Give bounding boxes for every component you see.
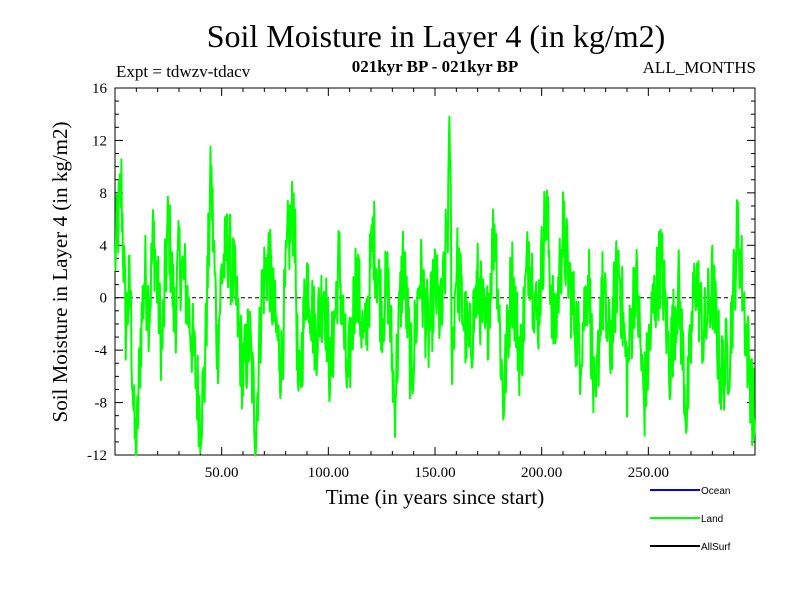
y-tick-label: 8 — [100, 186, 108, 202]
series-group — [114, 115, 756, 456]
x-tick-label: 200.00 — [521, 465, 562, 481]
legend-allsurf-label: AllSurf — [701, 542, 731, 553]
legend-land-label: Land — [701, 514, 723, 525]
x-tick-label: 250.00 — [628, 465, 669, 481]
y-tick-label: -12 — [87, 448, 107, 464]
legend-ocean-label: Ocean — [701, 486, 730, 497]
season-label: ALL_MONTHS — [643, 58, 756, 77]
x-tick-label: 100.00 — [308, 465, 349, 481]
y-tick-labels: -12 -8 -4 0 4 8 12 16 — [87, 81, 108, 464]
x-axis-label: Time (in years since start) — [326, 485, 545, 509]
y-tick-label: 4 — [100, 238, 108, 254]
legend: Ocean Land AllSurf — [650, 486, 731, 553]
y-tick-label: 16 — [92, 81, 108, 97]
series-line-land — [114, 115, 756, 456]
y-tick-label: 12 — [92, 133, 107, 149]
y-axis-label: Soil Moisture in Layer 4 (in kg/m2) — [48, 122, 72, 423]
experiment-label: Expt = tdwzv-tdacv — [116, 62, 251, 81]
x-tick-label: 50.00 — [205, 465, 239, 481]
x-tick-label: 150.00 — [414, 465, 455, 481]
chart-title: Soil Moisture in Layer 4 (in kg/m2) — [207, 18, 666, 54]
y-tick-label: -4 — [95, 343, 108, 359]
x-tick-labels: 50.00 100.00 150.00 200.00 250.00 — [205, 465, 669, 481]
period-label: 021kyr BP - 021kyr BP — [352, 57, 519, 76]
y-tick-label: 0 — [100, 291, 108, 307]
y-tick-label: -8 — [95, 396, 108, 412]
